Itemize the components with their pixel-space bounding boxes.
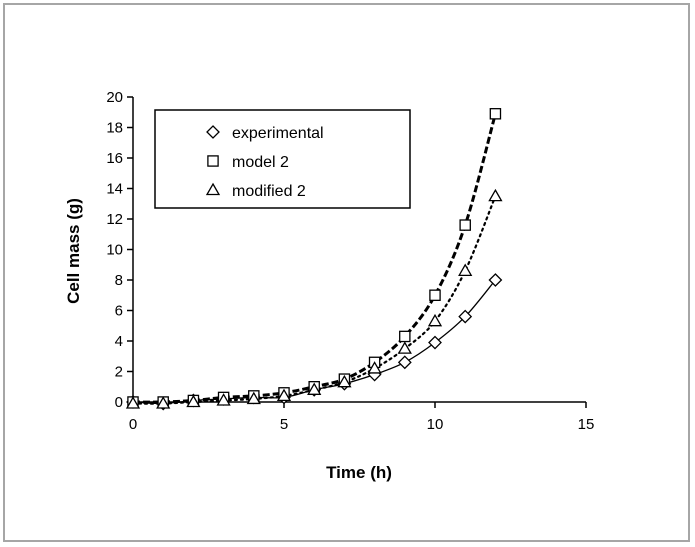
y-tick-label: 0: [115, 394, 123, 411]
legend-label: modified 2: [232, 183, 306, 200]
marker-modified-2: [488, 188, 503, 202]
legend: experimental model 2 modified 2: [154, 109, 411, 209]
marker-modified-2: [125, 396, 141, 409]
legend-box: [154, 109, 411, 209]
y-tick-label: 6: [115, 303, 123, 320]
marker-model-2: [399, 330, 411, 343]
marker-experimental: [458, 309, 473, 324]
y-tick-label: 10: [106, 242, 123, 259]
marker-modified-2: [246, 391, 261, 405]
y-tick-label: 12: [106, 211, 123, 228]
y-tick-label: 14: [106, 181, 123, 198]
marker-model-2: [429, 289, 441, 301]
legend-triangle-icon: [205, 182, 221, 196]
marker-experimental: [428, 335, 442, 350]
marker-experimental: [488, 273, 503, 287]
legend-square-icon: [207, 155, 219, 167]
marker-experimental: [397, 355, 412, 370]
y-tick-label: 4: [115, 333, 123, 350]
marker-modified-2: [186, 394, 201, 408]
x-tick-label: 5: [280, 416, 288, 433]
legend-label: experimental: [232, 125, 324, 142]
x-tick-label: 10: [427, 416, 444, 433]
marker-modified-2: [367, 361, 382, 374]
axes: 0 2 4 6 8 10 12 14 16 18 20 0 5 10 15: [106, 89, 594, 433]
y-tick-label: 16: [106, 150, 123, 167]
marker-modified-2: [397, 341, 412, 354]
marker-modified-2: [156, 396, 171, 409]
marker-model-2: [459, 219, 471, 231]
x-tick-label: 0: [129, 416, 137, 433]
marker-modified-2: [337, 374, 352, 388]
marker-modified-2: [307, 382, 322, 395]
marker-modified-2: [216, 393, 231, 406]
y-tick-label: 20: [106, 89, 123, 106]
marker-modified-2: [427, 313, 443, 327]
series-line-modified-2: [131, 195, 497, 405]
legend-diamond-icon: [206, 125, 220, 139]
data-markers: [125, 108, 503, 411]
y-tick-label: 2: [115, 364, 123, 381]
x-axis-title: Time (h): [326, 463, 392, 482]
y-tick-label: 18: [106, 120, 123, 137]
legend-label: model 2: [232, 154, 289, 171]
marker-modified-2: [276, 388, 292, 402]
chart-frame: [3, 3, 690, 542]
marker-modified-2: [458, 263, 473, 277]
y-axis-title: Cell mass (g): [64, 198, 83, 304]
marker-model-2: [489, 108, 502, 120]
x-tick-label: 15: [578, 416, 595, 433]
y-tick-label: 8: [115, 272, 123, 289]
